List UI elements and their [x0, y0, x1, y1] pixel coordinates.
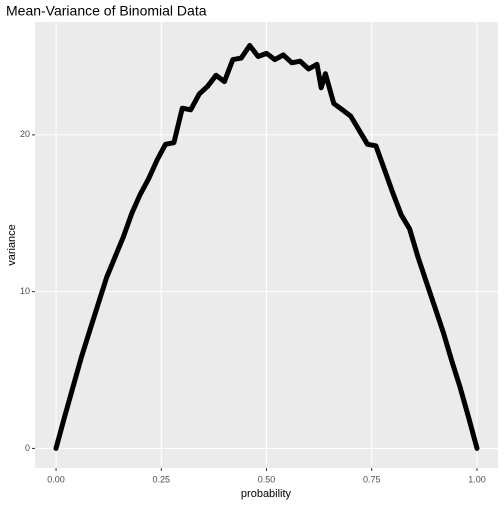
x-tick-label: 1.00: [468, 474, 486, 484]
y-tick-label: 20: [20, 129, 30, 139]
y-tick-label: 0: [25, 443, 30, 453]
y-tick-label: 10: [20, 286, 30, 296]
x-tick-label: 0.00: [47, 474, 65, 484]
data-line: [53, 43, 480, 451]
x-tick-label: 0.75: [363, 474, 381, 484]
x-tick-label: 0.25: [153, 474, 171, 484]
x-tick-label: 0.50: [258, 474, 276, 484]
y-axis-title: variance: [6, 224, 18, 266]
chart-title: Mean-Variance of Binomial Data: [6, 3, 207, 19]
x-axis-title: probability: [241, 488, 292, 500]
